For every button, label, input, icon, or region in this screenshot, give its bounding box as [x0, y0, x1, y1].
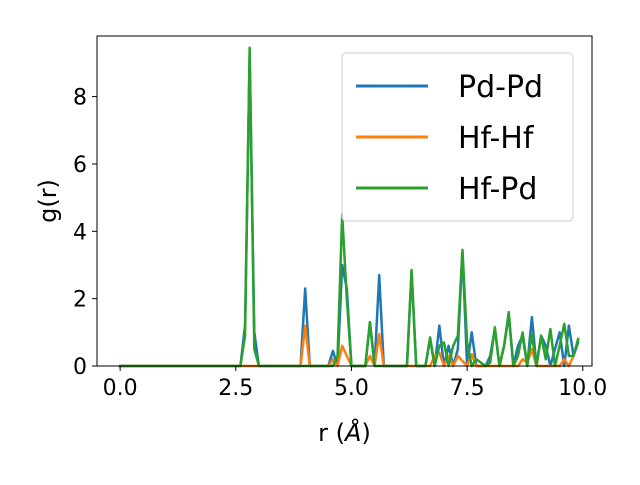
- x-tick-label: 10.0: [558, 376, 607, 401]
- y-axis-ticks: 0 2 4 6 8: [73, 86, 97, 380]
- series-layer: [118, 46, 580, 368]
- x-axis-label: r (Å): [318, 418, 371, 447]
- x-axis-ticks: 0.0 2.5 5.0 7.5 10.0: [103, 366, 607, 401]
- y-tick-label: 0: [73, 355, 87, 380]
- x-axis-label-prefix: r (: [318, 419, 345, 447]
- legend-label-hf-hf: Hf-Hf: [458, 121, 535, 156]
- x-axis-label-suffix: ): [361, 419, 370, 447]
- legend-box: [341, 52, 574, 222]
- series-line-hf-pd: [118, 46, 580, 368]
- y-tick-label: 6: [73, 153, 87, 178]
- x-tick-label: 5.0: [334, 376, 369, 401]
- y-tick-label: 2: [73, 288, 87, 313]
- x-tick-label: 2.5: [218, 376, 253, 401]
- x-axis-label-unit: Å: [343, 418, 361, 447]
- y-tick-label: 4: [73, 220, 87, 245]
- legend-label-pd-pd: Pd-Pd: [458, 70, 543, 105]
- legend: Pd-Pd Hf-Hf Hf-Pd: [341, 52, 574, 222]
- y-tick-label: 8: [73, 86, 87, 111]
- plot-frame: [96, 35, 593, 367]
- x-tick-label: 0.0: [103, 376, 138, 401]
- legend-label-hf-pd: Hf-Pd: [458, 172, 537, 207]
- x-tick-label: 7.5: [450, 376, 485, 401]
- y-axis-label: g(r): [34, 179, 62, 223]
